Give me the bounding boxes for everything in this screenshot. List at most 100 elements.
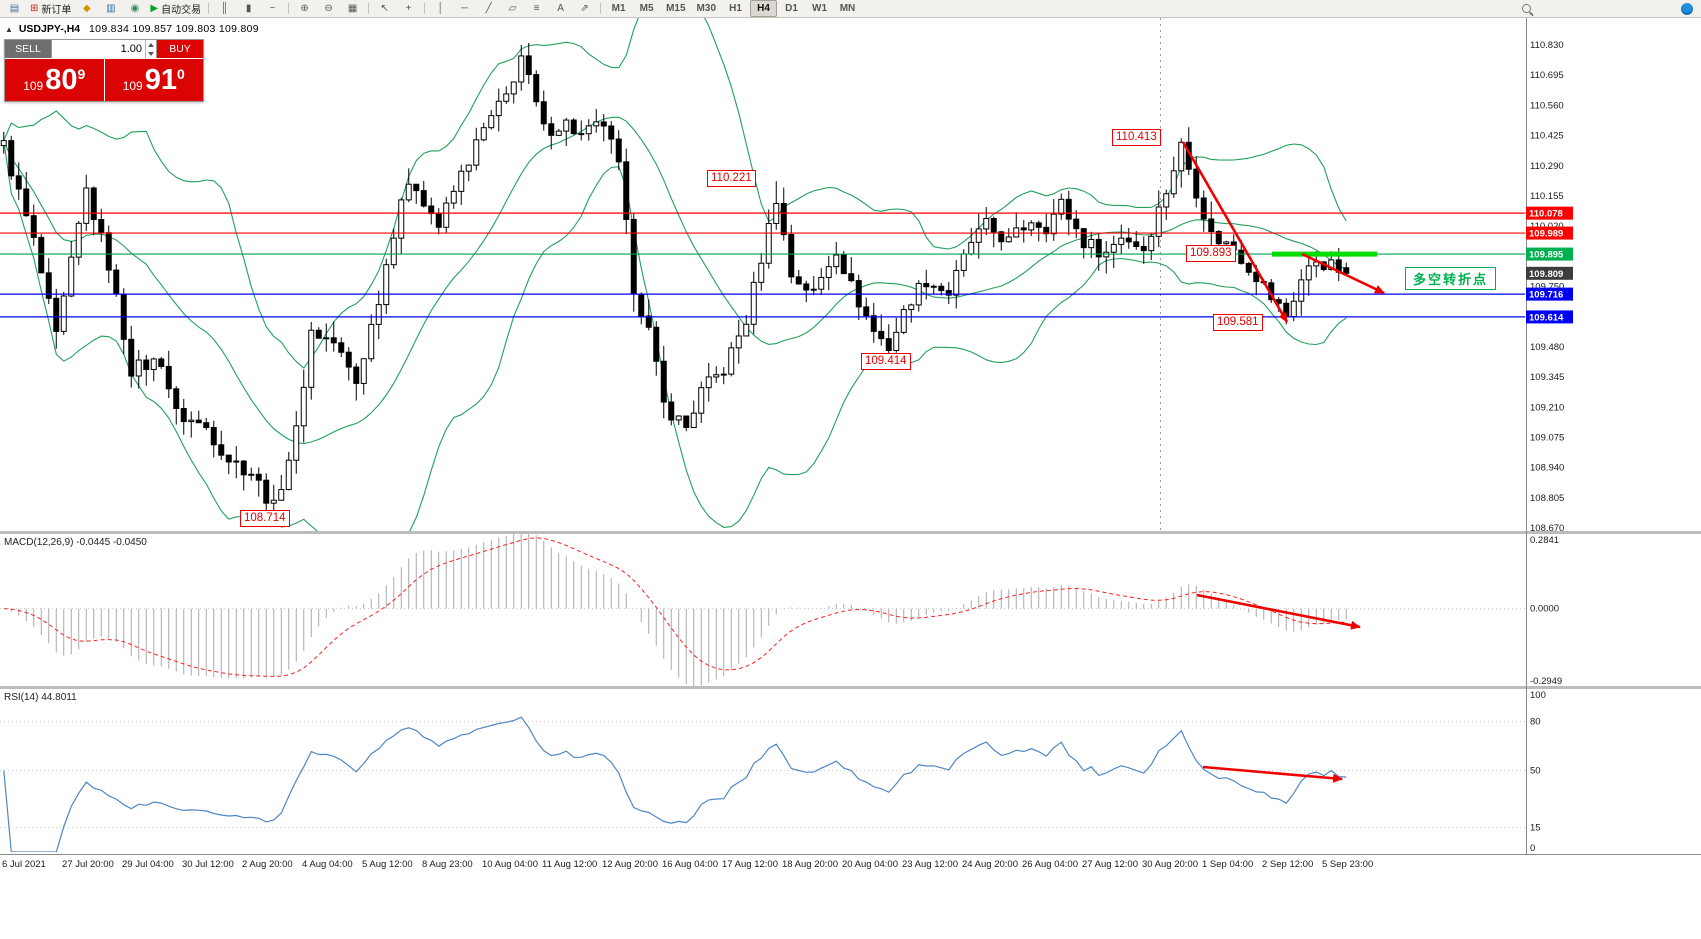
price-tick-label: 109.210 [1530, 402, 1564, 413]
tile-windows-icon[interactable]: ▦ [341, 0, 364, 17]
crosshair-icon[interactable]: + [397, 0, 420, 17]
time-tick-label: 26 Aug 04:00 [1022, 859, 1078, 870]
text-icon[interactable]: A [549, 0, 572, 17]
timeframe-h4-button[interactable]: H4 [750, 0, 777, 17]
time-tick-label: 27 Aug 12:00 [1082, 859, 1138, 870]
line-chart-icon[interactable]: ~ [261, 0, 284, 17]
text-icon-icon: A [557, 2, 564, 14]
rsi-tick-label: 100 [1530, 690, 1546, 701]
price-callout-label[interactable]: 109.414 [861, 353, 911, 370]
trend-arrow[interactable] [1202, 765, 1343, 783]
horizontal-line-icon[interactable]: ─ [453, 0, 476, 17]
timeframe-m5-button[interactable]: M5 [639, 3, 654, 14]
cursor-icon-icon: ↖ [380, 2, 389, 14]
price-tick-label: 109.075 [1530, 432, 1564, 443]
buy-price-display[interactable]: 109 91 0 [104, 59, 203, 101]
time-axis[interactable]: 6 Jul 2021 27 Jul 20:00 29 Jul 04:00 30 Jul… [2, 859, 1373, 870]
timeframe-m15-button[interactable]: M15 [666, 3, 686, 14]
zoom-out-icon-icon: ⊖ [324, 2, 333, 14]
price-callout-label[interactable]: 109.893 [1186, 245, 1236, 262]
arrow-object-icon-icon: ⇗ [580, 2, 589, 14]
time-tick-label: 23 Aug 12:00 [902, 859, 958, 870]
price-tick-label: 110.695 [1530, 70, 1564, 81]
bollinger-middle-band [3, 116, 1347, 445]
sell-price-prefix: 109 [23, 79, 44, 93]
arrow-object-icon[interactable]: ⇗ [573, 0, 596, 17]
bars-chart-icon[interactable]: ║ [213, 0, 236, 17]
timeframe-m1-button[interactable]: M1 [611, 3, 626, 14]
trend-arrow[interactable] [1196, 593, 1361, 630]
chart-title-bar: ▲ USDJPY-,H4 109.834 109.857 109.803 109… [5, 23, 259, 35]
time-tick-label: 18 Aug 20:00 [782, 859, 838, 870]
buy-button[interactable]: BUY [157, 40, 203, 58]
sell-button[interactable]: SELL [5, 40, 51, 58]
candlestick-chart-icon[interactable]: ▮ [237, 0, 260, 17]
toolbar: ▤ ⊞ 新订单 ◆ ▥ ◉ ▶ 自动交易 ║ ▮ ~ ⊕ ⊖ ▦ ↖ + │ ─ ╱ ▱ ≡ A ⇗ M1 M5 M15 M30 H1… [0, 0, 1701, 18]
macd-tick-label: 0.0000 [1530, 604, 1559, 615]
volume-increase-icon[interactable] [146, 40, 156, 49]
panel-collapse-icon[interactable]: ▲ [5, 25, 13, 34]
price-tick-label: 108.940 [1530, 463, 1564, 474]
compass-icon-icon: ◆ [83, 2, 91, 14]
price-callout-label[interactable]: 109.581 [1213, 314, 1263, 331]
price-tick-label: 110.830 [1530, 40, 1564, 51]
chart-window-icon[interactable]: ▤ [3, 0, 26, 17]
zoom-in-icon[interactable]: ⊕ [293, 0, 316, 17]
autotrade-button[interactable]: ▶ 自动交易 [147, 0, 204, 17]
price-badge-label: 109.809 [1529, 269, 1563, 280]
sell-price-display[interactable]: 109 80 9 [5, 59, 104, 101]
channel-icon[interactable]: ▱ [501, 0, 524, 17]
price-callout-label[interactable]: 108.714 [240, 510, 290, 527]
time-tick-label: 27 Jul 20:00 [62, 859, 114, 870]
price-tick-label: 110.290 [1530, 161, 1564, 172]
time-tick-label: 5 Sep 23:00 [1322, 859, 1373, 870]
new-order-button-label: 新订单 [41, 5, 72, 16]
timeframe-w1-button[interactable]: W1 [812, 3, 827, 14]
price-callout-label[interactable]: 110.413 [1112, 129, 1161, 146]
experts-icon[interactable]: ◉ [123, 0, 146, 17]
fibonacci-icon[interactable]: ≡ [525, 0, 548, 17]
community-icon[interactable] [1681, 2, 1693, 15]
timeframe-m30-button[interactable]: M30 [696, 3, 716, 14]
volume-input[interactable]: 1.00 [51, 40, 157, 58]
rsi-pane [0, 716, 1525, 852]
price-badge-label: 109.614 [1529, 312, 1564, 323]
market-watch-icon[interactable]: ▥ [99, 0, 122, 17]
zoom-out-icon[interactable]: ⊖ [317, 0, 340, 17]
compass-icon[interactable]: ◆ [75, 0, 98, 17]
crosshair-icon-icon: + [405, 2, 412, 14]
rsi-tick-label: 15 [1530, 823, 1541, 834]
one-click-top-row: SELL 1.00 BUY [5, 40, 203, 59]
price-tick-label: 109.345 [1530, 372, 1564, 383]
turning-point-label[interactable]: 多空转折点 [1405, 267, 1497, 290]
timeframe-d1-button[interactable]: D1 [785, 3, 798, 14]
timeframe-h1-button[interactable]: H1 [729, 3, 742, 14]
vertical-line-icon[interactable]: │ [429, 0, 452, 17]
autotrade-button-label: 自动交易 [161, 5, 202, 16]
macd-indicator-label: MACD(12,26,9) -0.0445 -0.0450 [4, 537, 147, 548]
toolbar-separator [600, 3, 602, 14]
price-axis[interactable]: 110.830 110.695 110.560 110.425 110.290 110.1… [0, 18, 1701, 855]
timeframe-mn-button[interactable]: MN [839, 3, 856, 14]
toolbar-separator [208, 3, 210, 14]
time-tick-label: 4 Aug 04:00 [302, 859, 353, 870]
price-tick-label: 110.560 [1530, 100, 1564, 111]
cursor-icon[interactable]: ↖ [373, 0, 396, 17]
search-icon[interactable] [1522, 4, 1531, 13]
time-tick-label: 17 Aug 12:00 [722, 859, 778, 870]
trend-arrow[interactable] [1181, 141, 1289, 323]
trendline-icon-icon: ╱ [485, 2, 492, 14]
price-chart-canvas[interactable]: 110.830 110.695 110.560 110.425 110.290 110.1… [0, 18, 1701, 939]
macd-tick-label: 0.2841 [1530, 535, 1559, 546]
trend-arrow[interactable] [1301, 252, 1385, 295]
volume-decrease-icon[interactable] [146, 49, 156, 58]
time-tick-label: 29 Jul 04:00 [122, 859, 174, 870]
trendline-icon[interactable]: ╱ [477, 0, 500, 17]
new-order-button[interactable]: ⊞ 新订单 [27, 0, 74, 17]
sell-price-pip: 9 [77, 66, 86, 82]
line-chart-icon-icon: ~ [269, 2, 276, 14]
price-callout-label[interactable]: 110.221 [707, 170, 756, 187]
chart-window-icon-icon: ▤ [9, 2, 20, 14]
volume-stepper[interactable] [145, 40, 156, 58]
rsi-indicator-label: RSI(14) 44.8011 [4, 692, 77, 703]
